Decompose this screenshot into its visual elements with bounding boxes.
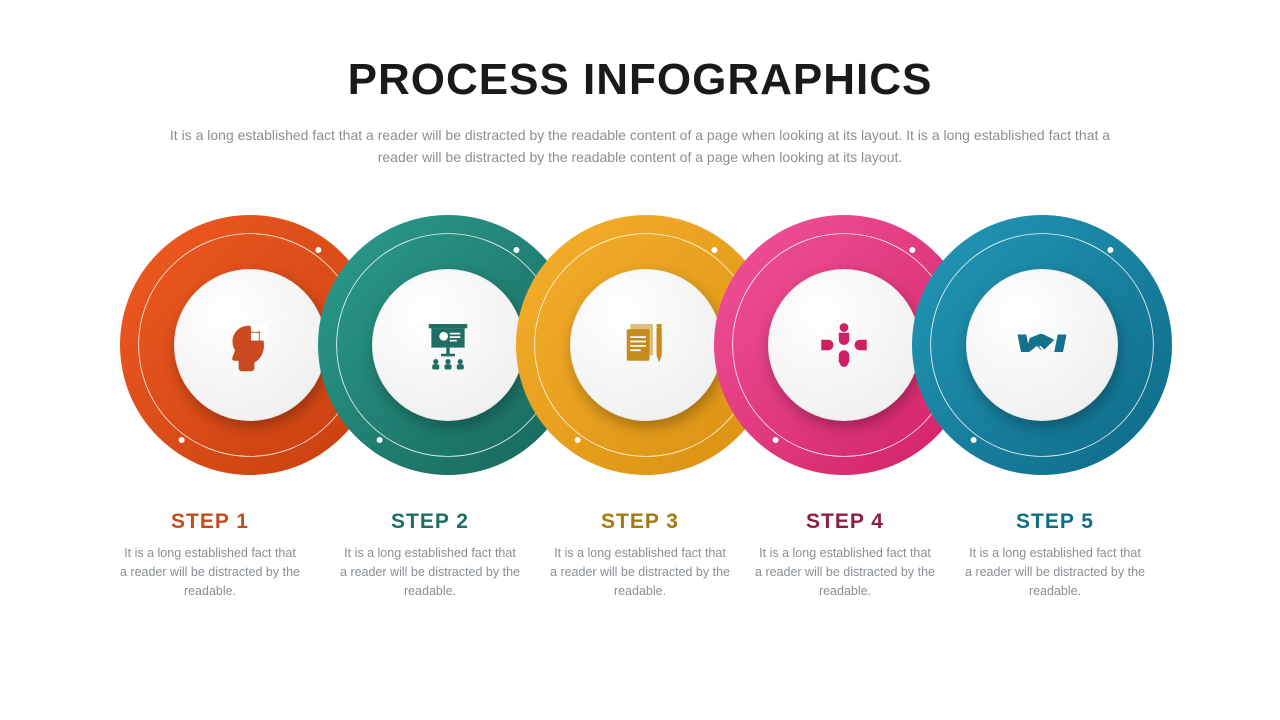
orbit-dot xyxy=(315,247,321,253)
step-labels: STEP 1 It is a long established fact tha… xyxy=(120,510,1160,690)
step-label-2: STEP 2 It is a long established fact tha… xyxy=(330,510,530,600)
page-subtitle: It is a long established fact that a rea… xyxy=(160,125,1120,168)
step-inner-4 xyxy=(768,269,920,421)
step-label-3: STEP 3 It is a long established fact tha… xyxy=(540,510,740,600)
step-inner-3 xyxy=(570,269,722,421)
step-label-1: STEP 1 It is a long established fact tha… xyxy=(110,510,310,600)
step-title: STEP 2 xyxy=(330,510,530,534)
step-label-5: STEP 5 It is a long established fact tha… xyxy=(955,510,1155,600)
step-title: STEP 4 xyxy=(745,510,945,534)
orbit-dot xyxy=(179,437,185,443)
orbit-dot xyxy=(575,437,581,443)
orbit-dot xyxy=(377,437,383,443)
orbit-dot xyxy=(1107,247,1113,253)
step-desc: It is a long established fact that a rea… xyxy=(330,544,530,600)
process-circles xyxy=(120,215,1160,475)
orbit-dot xyxy=(513,247,519,253)
step-title: STEP 3 xyxy=(540,510,740,534)
document-pen-icon xyxy=(618,317,674,373)
orbit-dot xyxy=(773,437,779,443)
step-inner-5 xyxy=(966,269,1118,421)
step-desc: It is a long established fact that a rea… xyxy=(110,544,310,600)
step-desc: It is a long established fact that a rea… xyxy=(745,544,945,600)
orbit-dot xyxy=(711,247,717,253)
step-desc: It is a long established fact that a rea… xyxy=(955,544,1155,600)
head-puzzle-icon xyxy=(222,317,278,373)
orbit-dot xyxy=(909,247,915,253)
step-inner-2 xyxy=(372,269,524,421)
page-title: PROCESS INFOGRAPHICS xyxy=(0,55,1280,105)
team-circle-icon xyxy=(816,317,872,373)
step-circle-5 xyxy=(912,215,1172,475)
orbit-dot xyxy=(971,437,977,443)
presentation-icon xyxy=(420,317,476,373)
step-title: STEP 5 xyxy=(955,510,1155,534)
step-desc: It is a long established fact that a rea… xyxy=(540,544,740,600)
step-inner-1 xyxy=(174,269,326,421)
step-title: STEP 1 xyxy=(110,510,310,534)
step-label-4: STEP 4 It is a long established fact tha… xyxy=(745,510,945,600)
handshake-icon xyxy=(1014,317,1070,373)
slide: PROCESS INFOGRAPHICS It is a long establ… xyxy=(0,0,1280,720)
